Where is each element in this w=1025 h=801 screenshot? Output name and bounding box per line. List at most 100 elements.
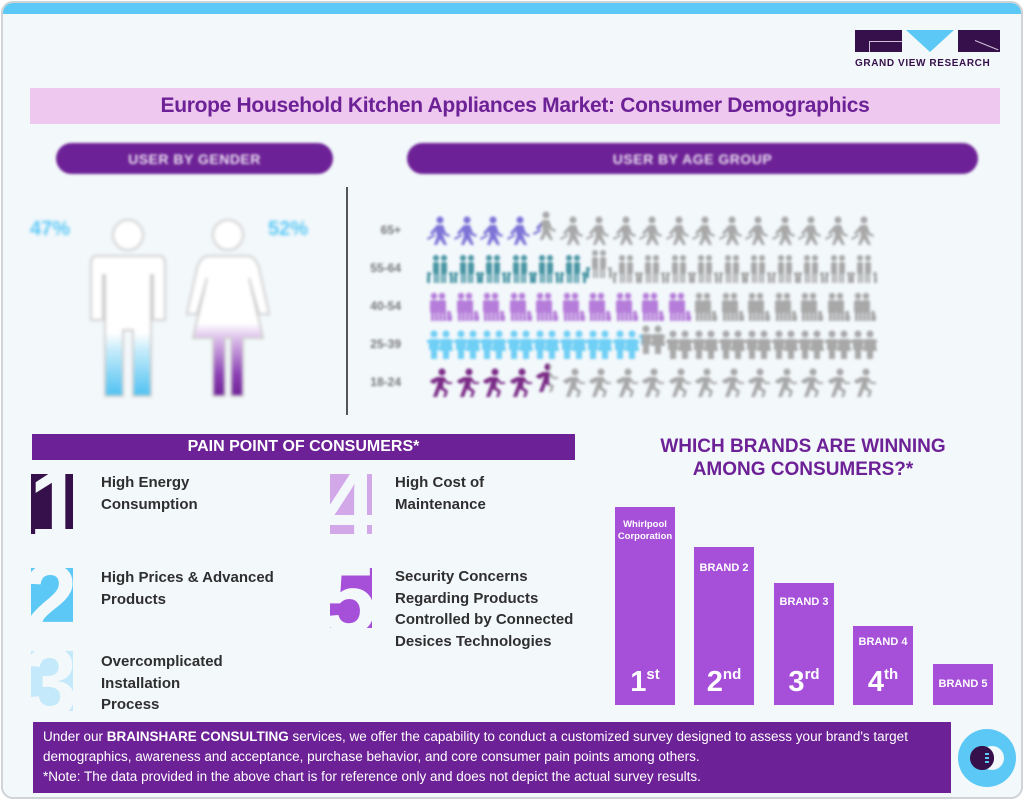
person-pictogram-icon <box>692 328 719 360</box>
person-pictogram-icon <box>427 290 454 322</box>
person-pictogram-icon <box>454 366 481 398</box>
age-label: 55-64 <box>370 261 401 275</box>
gender-section-header: USER BY GENDER <box>56 143 333 174</box>
brand-label: Whirlpool Corporation <box>617 519 673 542</box>
age-group-chart: 65+ 55-64 40-54 25-39 18-24 <box>353 211 973 401</box>
person-pictogram-icon <box>559 328 587 360</box>
person-pictogram-icon <box>454 290 481 322</box>
person-pictogram-icon <box>798 290 825 322</box>
running-person-icons <box>427 363 878 398</box>
logo-mark-icon <box>855 30 1000 52</box>
person-pictogram-icon <box>427 366 454 398</box>
female-percent: 52% <box>268 218 309 240</box>
person-pictogram-icon <box>639 366 666 398</box>
section-divider <box>346 187 348 415</box>
person-pictogram-icon <box>745 290 772 322</box>
person-pictogram-icon <box>692 214 719 246</box>
male-percent: 47% <box>30 218 71 240</box>
person-pictogram-icon <box>851 252 878 284</box>
person-pictogram-icon <box>639 290 666 322</box>
person-pictogram-icon <box>771 328 799 360</box>
number-4-icon: 4 <box>330 474 372 534</box>
couple-icons <box>427 325 878 360</box>
age-section-header: USER BY AGE GROUP <box>407 143 978 174</box>
person-pictogram-icon <box>480 252 507 284</box>
rank-label: 2nd <box>706 666 742 698</box>
person-pictogram-icon <box>507 366 534 398</box>
pain-point-2: High Prices & Advanced Products <box>101 569 274 608</box>
person-pictogram-icon <box>851 366 878 398</box>
age-label: 18-24 <box>370 375 401 389</box>
parent-child-icons <box>427 290 878 322</box>
number-1-icon: 1 <box>31 474 73 534</box>
age-row-40-54: 40-54 <box>353 287 973 325</box>
person-pictogram-icon <box>851 328 878 360</box>
age-row-25-39: 25-39 <box>353 325 973 363</box>
brand-bar-4: BRAND 4 4th <box>853 626 913 705</box>
brainshare-consulting-link[interactable]: BRAINSHARE CONSULTING <box>106 729 289 744</box>
rank-label: 3rd <box>788 666 820 698</box>
person-pictogram-icon <box>427 252 454 284</box>
brand-label: BRAND 2 <box>699 562 749 574</box>
person-pictogram-icon <box>665 214 693 246</box>
brand-label: BRAND 3 <box>779 596 829 608</box>
person-pictogram-icon <box>612 214 640 246</box>
brand-bar-1: Whirlpool Corporation 1st <box>615 507 675 705</box>
age-label: 25-39 <box>370 337 401 351</box>
person-pictogram-icon <box>772 290 799 322</box>
pain-point-1: High Energy Consumption <box>101 474 198 513</box>
person-pictogram-icon <box>586 328 613 360</box>
person-pictogram-icon <box>665 328 693 360</box>
brand-label: BRAND 4 <box>858 636 908 648</box>
male-figure-icon <box>90 219 166 397</box>
person-pictogram-icon <box>613 290 640 322</box>
person-pictogram-icon <box>559 252 587 284</box>
person-pictogram-icon <box>453 328 481 360</box>
person-pictogram-icon <box>560 366 587 398</box>
person-pictogram-icon <box>692 366 719 398</box>
number-2-icon: 2 <box>31 568 73 628</box>
person-pictogram-icon <box>771 214 799 246</box>
family-icons <box>427 250 878 284</box>
gender-chart: 47% 52% <box>23 188 343 418</box>
person-pictogram-icon <box>719 290 746 322</box>
person-pictogram-icon <box>533 328 560 360</box>
person-pictogram-icon <box>798 328 825 360</box>
person-pictogram-icon <box>639 252 666 284</box>
page-title: Europe Household Kitchen Appliances Mark… <box>160 94 870 117</box>
person-pictogram-icon <box>692 290 719 322</box>
gender-header-label: USER BY GENDER <box>128 150 261 167</box>
person-pictogram-icon <box>824 252 852 284</box>
person-pictogram-icon <box>453 252 481 284</box>
person-pictogram-icon <box>692 252 719 284</box>
person-pictogram-icon <box>771 252 799 284</box>
brands-chart-title: WHICH BRANDS ARE WINNING AMONG CONSUMERS… <box>660 436 946 480</box>
person-pictogram-icon <box>745 214 772 246</box>
person-pictogram-icon <box>851 290 878 322</box>
person-pictogram-icon <box>639 214 666 246</box>
person-pictogram-icon <box>533 211 560 246</box>
person-pictogram-icon <box>427 328 454 360</box>
person-pictogram-icon <box>586 290 613 322</box>
person-pictogram-icon <box>612 328 640 360</box>
age-label: 40-54 <box>370 299 401 313</box>
age-header-label: USER BY AGE GROUP <box>612 150 773 167</box>
person-pictogram-icon <box>772 366 799 398</box>
pain-points-header: PAIN POINT OF CONSUMERS* <box>32 434 575 460</box>
disclaimer-note: *Note: The data provided in the above ch… <box>43 769 701 784</box>
person-pictogram-icon <box>480 328 507 360</box>
age-row-65plus: 65+ <box>353 211 973 249</box>
person-pictogram-icon <box>533 290 560 322</box>
person-pictogram-icon <box>639 325 666 360</box>
brand-bar-3: BRAND 3 3rd <box>774 583 834 705</box>
footer-note: Under our BRAINSHARE CONSULTING services… <box>33 722 951 793</box>
person-pictogram-icon <box>665 252 693 284</box>
person-pictogram-icon <box>718 214 746 246</box>
number-3-icon: 3 <box>31 651 73 711</box>
person-pictogram-icon <box>824 328 852 360</box>
female-figure-icon <box>185 219 271 397</box>
pain-point-3: Overcomplicated Installation Process <box>101 653 223 713</box>
person-pictogram-icon <box>745 328 772 360</box>
brainshare-text: Under our BRAINSHARE CONSULTING services… <box>43 729 908 764</box>
